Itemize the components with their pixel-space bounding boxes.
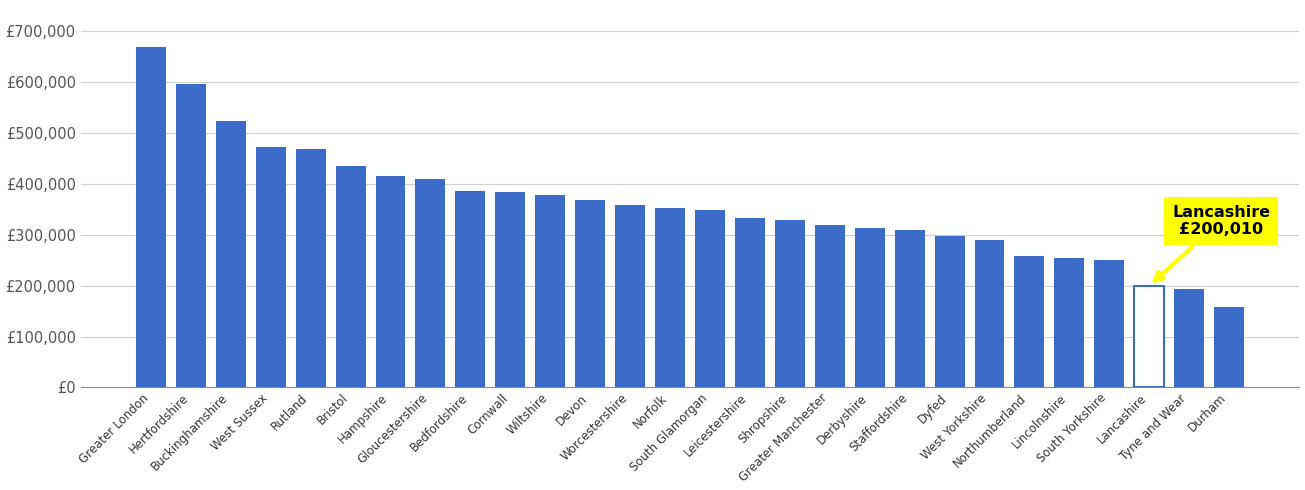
Bar	[855, 228, 885, 388]
Bar	[296, 149, 326, 388]
Bar	[934, 236, 964, 388]
Text: Lancashire
£200,010: Lancashire £200,010	[1155, 205, 1270, 281]
Bar	[814, 224, 844, 388]
Bar	[735, 218, 765, 388]
Bar	[1054, 258, 1084, 388]
Bar	[615, 205, 645, 388]
Bar	[1134, 286, 1164, 388]
Bar	[1214, 307, 1244, 388]
Bar	[775, 220, 805, 388]
Bar	[415, 179, 445, 388]
Bar	[1014, 256, 1044, 388]
Bar	[535, 195, 565, 388]
Bar	[136, 48, 166, 388]
Bar	[975, 240, 1005, 388]
Bar	[655, 208, 685, 388]
Bar	[256, 147, 286, 388]
Bar	[376, 176, 406, 388]
Bar	[1095, 260, 1124, 388]
Bar	[455, 192, 485, 388]
Bar	[215, 121, 245, 388]
Bar	[496, 193, 526, 388]
Bar	[895, 230, 924, 388]
Bar	[176, 84, 206, 388]
Bar	[335, 166, 365, 388]
Bar	[696, 210, 726, 388]
Bar	[576, 200, 606, 388]
Bar	[1174, 289, 1205, 388]
